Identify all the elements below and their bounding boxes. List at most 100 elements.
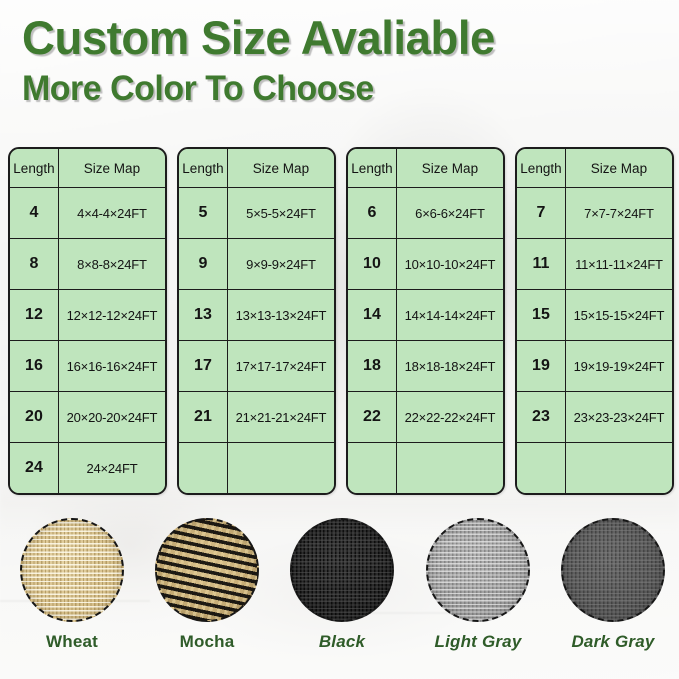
cell-size-map: 16×16-16×24FT: [58, 341, 165, 392]
cell-size-map: 7×7-7×24FT: [565, 188, 672, 239]
cell-size-map: 22×22-22×24FT: [396, 392, 503, 443]
column-header-length: Length: [517, 149, 566, 188]
color-swatch-wheat[interactable]: Wheat: [6, 518, 138, 652]
table-row: 24 24×24FT: [10, 443, 165, 493]
cell-size-map: 24×24FT: [58, 443, 165, 493]
cell-length: 7: [517, 188, 566, 239]
table-row-empty: [179, 443, 334, 493]
headings-block: Custom Size Avaliable More Color To Choo…: [22, 14, 510, 107]
cell-length: 10: [348, 239, 397, 290]
column-header-length: Length: [179, 149, 228, 188]
cell-size-map: 18×18-18×24FT: [396, 341, 503, 392]
swatch-label: Dark Gray: [571, 632, 655, 651]
table-row: 19 19×19-19×24FT: [517, 341, 672, 392]
cell-length: 24: [10, 443, 59, 493]
swatch-label: Black: [318, 632, 366, 651]
cell-empty: [179, 443, 228, 493]
cell-size-map: 10×10-10×24FT: [396, 239, 503, 290]
cell-length: 14: [348, 290, 397, 341]
table-row: 23 23×23-23×24FT: [517, 392, 672, 443]
cell-length: 11: [517, 239, 566, 290]
color-swatch-mocha[interactable]: Mocha: [141, 518, 273, 652]
cell-size-map: 5×5-5×24FT: [227, 188, 334, 239]
table-row: 18 18×18-18×24FT: [348, 341, 503, 392]
cell-empty: [396, 443, 503, 493]
cell-size-map: 11×11-11×24FT: [565, 239, 672, 290]
cell-size-map: 14×14-14×24FT: [396, 290, 503, 341]
table-row: 8 8×8-8×24FT: [10, 239, 165, 290]
size-table-3: Length Size Map 6 6×6-6×24FT 10 10×10-10×24FT…: [346, 147, 505, 495]
cell-length: 17: [179, 341, 228, 392]
cell-length: 15: [517, 290, 566, 341]
table-row: 6 6×6-6×24FT: [348, 188, 503, 239]
cell-size-map: 8×8-8×24FT: [58, 239, 165, 290]
swatch-label: Wheat: [46, 632, 98, 651]
column-header-size-map: Size Map: [58, 149, 165, 188]
cell-size-map: 15×15-15×24FT: [565, 290, 672, 341]
table-header-row: Length Size Map: [348, 149, 503, 188]
cell-size-map: 21×21-21×24FT: [227, 392, 334, 443]
color-swatches-row: Wheat Mocha Black Light Gray Dark Gray: [0, 518, 679, 678]
cell-length: 23: [517, 392, 566, 443]
page-title: Custom Size Avaliable: [22, 11, 495, 64]
table-row: 16 16×16-16×24FT: [10, 341, 165, 392]
cell-length: 19: [517, 341, 566, 392]
table-header-row: Length Size Map: [517, 149, 672, 188]
cell-length: 8: [10, 239, 59, 290]
table-header-row: Length Size Map: [10, 149, 165, 188]
color-swatch-black[interactable]: Black: [276, 518, 408, 652]
table-row-empty: [348, 443, 503, 493]
table-header-row: Length Size Map: [179, 149, 334, 188]
table-row-empty: [517, 443, 672, 493]
column-header-size-map: Size Map: [565, 149, 672, 188]
size-table-1: Length Size Map 4 4×4-4×24FT 8 8×8-8×24FT 12 12…: [8, 147, 167, 495]
table-row: 10 10×10-10×24FT: [348, 239, 503, 290]
table-row: 17 17×17-17×24FT: [179, 341, 334, 392]
color-swatch-dark-gray[interactable]: Dark Gray: [547, 518, 679, 652]
color-swatch-light-gray[interactable]: Light Gray: [412, 518, 544, 652]
table-row: 5 5×5-5×24FT: [179, 188, 334, 239]
cell-size-map: 4×4-4×24FT: [58, 188, 165, 239]
cell-length: 4: [10, 188, 59, 239]
cell-size-map: 23×23-23×24FT: [565, 392, 672, 443]
column-header-size-map: Size Map: [396, 149, 503, 188]
table-row: 11 11×11-11×24FT: [517, 239, 672, 290]
swatch-label: Mocha: [179, 632, 235, 651]
table-row: 12 12×12-12×24FT: [10, 290, 165, 341]
size-tables-row: Length Size Map 4 4×4-4×24FT 8 8×8-8×24FT 12 12…: [8, 147, 674, 495]
cell-length: 9: [179, 239, 228, 290]
swatch-fabric-disc[interactable]: [426, 518, 530, 622]
table-row: 21 21×21-21×24FT: [179, 392, 334, 443]
cell-size-map: 9×9-9×24FT: [227, 239, 334, 290]
cell-length: 5: [179, 188, 228, 239]
cell-size-map: 19×19-19×24FT: [565, 341, 672, 392]
cell-length: 16: [10, 341, 59, 392]
cell-length: 12: [10, 290, 59, 341]
table-row: 7 7×7-7×24FT: [517, 188, 672, 239]
cell-length: 18: [348, 341, 397, 392]
cell-size-map: 12×12-12×24FT: [58, 290, 165, 341]
swatch-fabric-disc[interactable]: [155, 518, 259, 622]
cell-length: 21: [179, 392, 228, 443]
size-table-2: Length Size Map 5 5×5-5×24FT 9 9×9-9×24FT 13 13…: [177, 147, 336, 495]
swatch-fabric-disc[interactable]: [561, 518, 665, 622]
cell-empty: [227, 443, 334, 493]
table-row: 15 15×15-15×24FT: [517, 290, 672, 341]
table-row: 13 13×13-13×24FT: [179, 290, 334, 341]
table-row: 4 4×4-4×24FT: [10, 188, 165, 239]
column-header-length: Length: [348, 149, 397, 188]
cell-length: 22: [348, 392, 397, 443]
cell-size-map: 6×6-6×24FT: [396, 188, 503, 239]
column-header-length: Length: [10, 149, 59, 188]
table-row: 22 22×22-22×24FT: [348, 392, 503, 443]
swatch-fabric-disc[interactable]: [290, 518, 394, 622]
cell-empty: [565, 443, 672, 493]
cell-empty: [348, 443, 397, 493]
swatch-fabric-disc[interactable]: [20, 518, 124, 622]
table-row: 14 14×14-14×24FT: [348, 290, 503, 341]
cell-length: 20: [10, 392, 59, 443]
page-subtitle: More Color To Choose: [22, 68, 374, 108]
cell-size-map: 20×20-20×24FT: [58, 392, 165, 443]
table-row: 9 9×9-9×24FT: [179, 239, 334, 290]
